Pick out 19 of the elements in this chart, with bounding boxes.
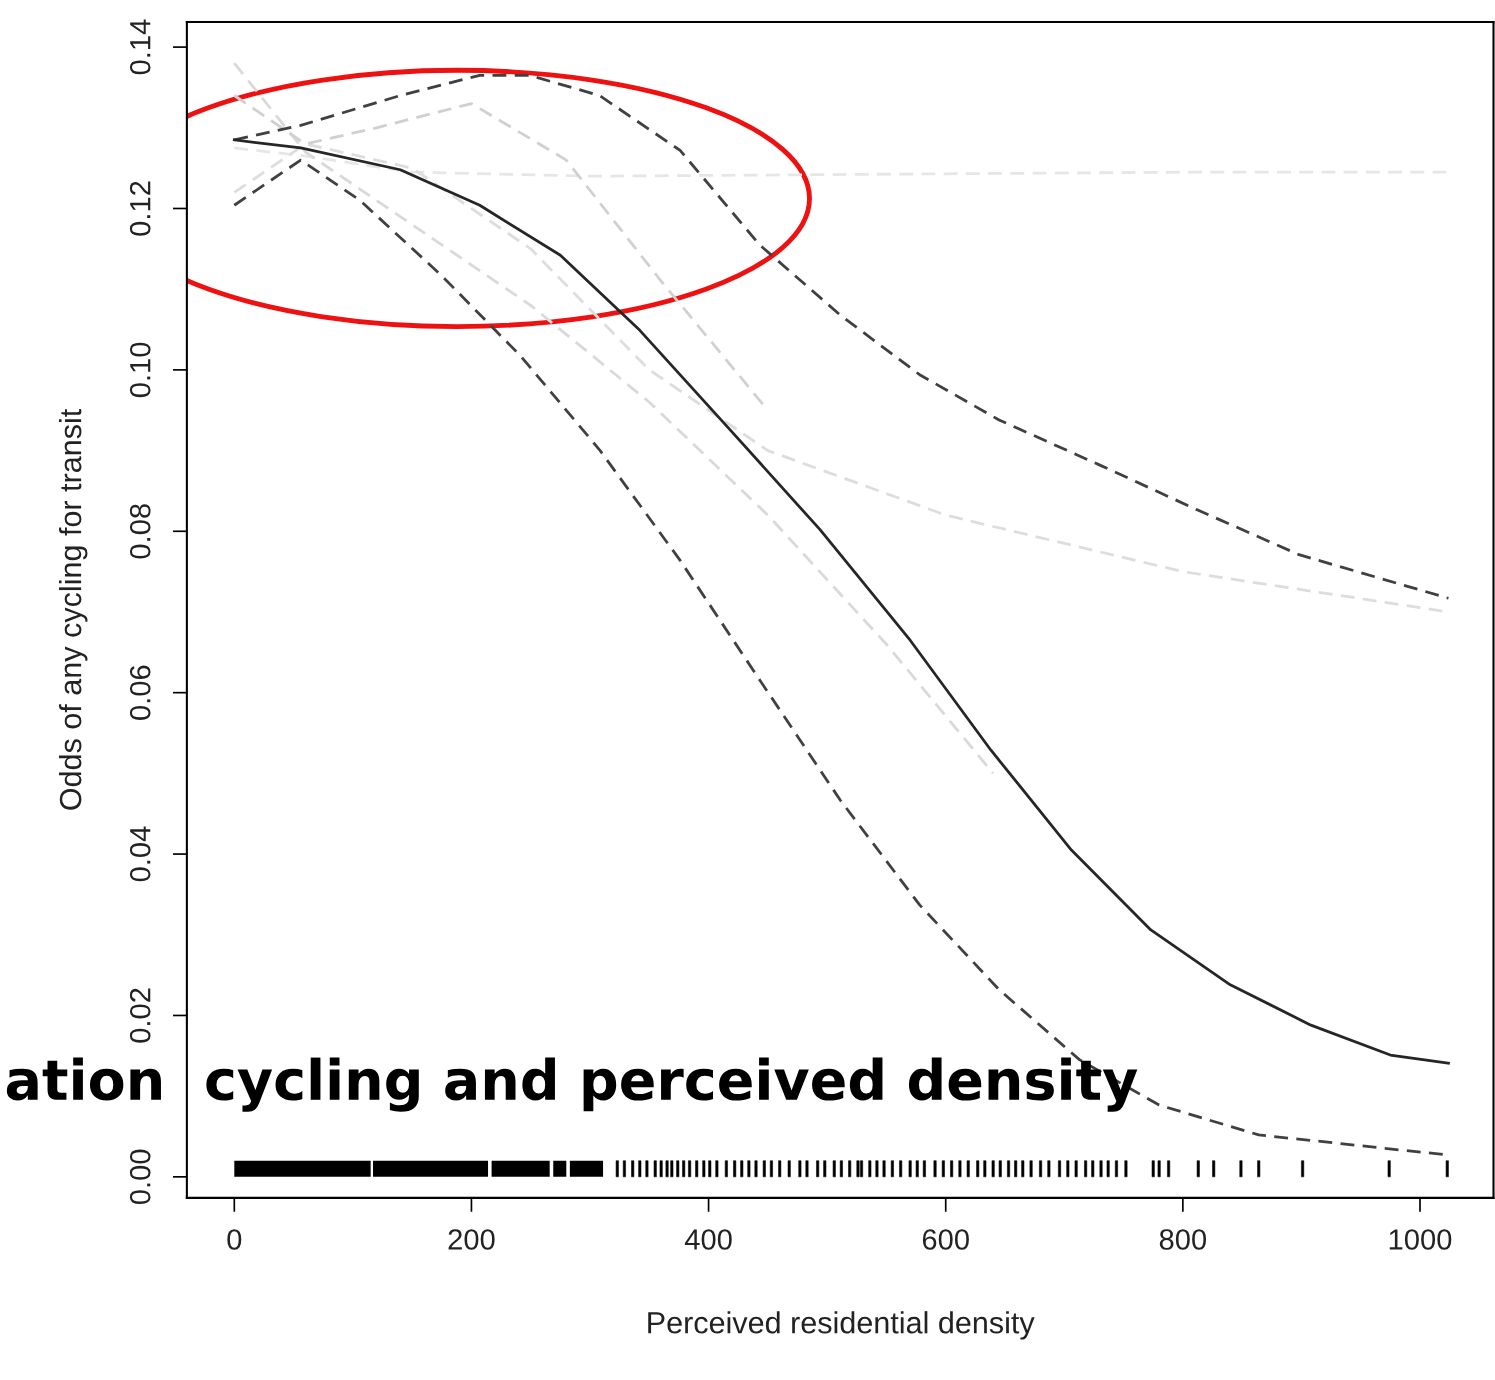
line-series <box>232 73 1450 600</box>
y-tick-label: 0.12 <box>129 181 151 236</box>
y-tick-label: 0.00 <box>129 1149 151 1205</box>
y-tick-label: 0.14 <box>129 19 151 75</box>
y-tick-label: 0.10 <box>129 342 151 398</box>
y-tick-label: 0.08 <box>129 504 151 559</box>
annotation: ation cycling and perceived density <box>6 1057 1138 1112</box>
y-tick-label: 0.06 <box>129 665 151 720</box>
y-tick-label: 0.04 <box>129 826 151 882</box>
x-tick-label: 0 <box>227 1229 242 1250</box>
x-axis-title: Perceived residential density <box>648 1311 1035 1340</box>
x-tick-label: 600 <box>922 1229 969 1250</box>
y-axis-title: Odds of any cycling for transit <box>58 408 88 810</box>
x-tick-label: 400 <box>684 1229 732 1250</box>
x-tick-label: 1000 <box>1389 1229 1452 1250</box>
y-tick-label: 0.02 <box>129 988 151 1043</box>
line-series <box>232 61 995 775</box>
x-tick-label: 200 <box>448 1229 495 1250</box>
x-tick-label: 800 <box>1159 1229 1207 1250</box>
